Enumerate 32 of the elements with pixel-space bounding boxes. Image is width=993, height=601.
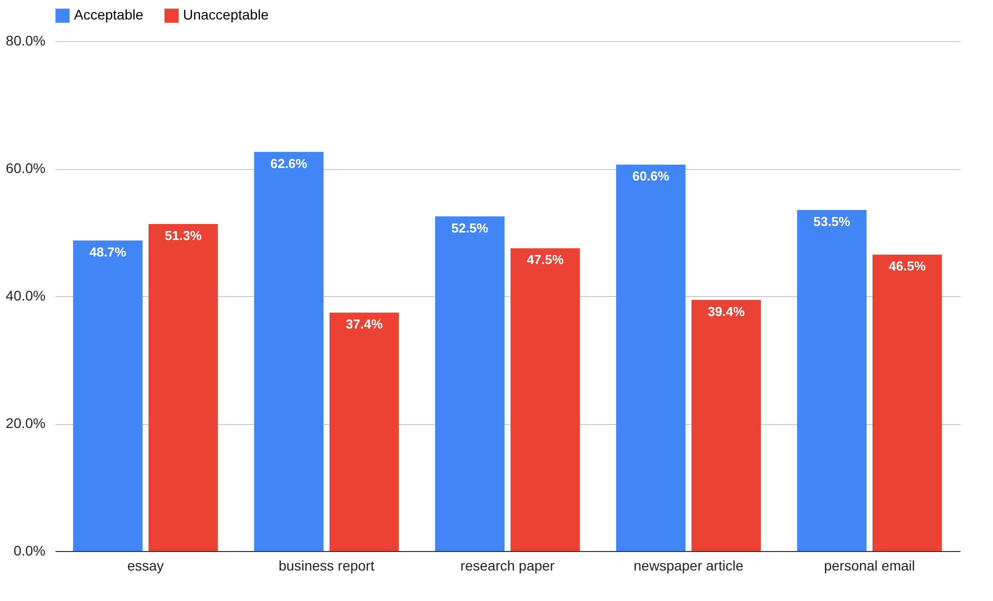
bar [692, 300, 761, 551]
bar [797, 210, 866, 551]
bar [616, 164, 686, 551]
y-tick-label: 60.0% [6, 160, 46, 176]
x-tick-label: research paper [460, 558, 555, 574]
x-tick-label: personal email [824, 558, 916, 574]
bar [435, 216, 504, 551]
x-tick-label: newspaper article [634, 558, 744, 574]
y-tick-label: 20.0% [6, 415, 46, 431]
legend-label: Unacceptable [183, 6, 269, 23]
data-label: 53.5% [813, 214, 851, 229]
x-tick-label: essay [127, 558, 164, 574]
y-tick-label: 40.0% [6, 288, 46, 304]
data-label: 48.7% [89, 244, 127, 260]
data-label: 47.5% [526, 252, 564, 268]
bar [73, 240, 142, 551]
bar [510, 248, 580, 551]
legend-label: Acceptable [74, 6, 144, 23]
data-label: 51.3% [164, 228, 202, 243]
data-label: 39.4% [708, 304, 746, 319]
data-label: 60.6% [632, 168, 670, 184]
data-label: 52.5% [451, 220, 489, 236]
data-label: 46.5% [888, 258, 926, 274]
data-label: 62.6% [270, 156, 308, 171]
bar [254, 152, 324, 551]
bar [872, 254, 942, 551]
bar [330, 312, 399, 551]
y-tick-label: 0.0% [14, 542, 46, 558]
y-tick-label: 80.0% [6, 32, 46, 48]
data-label: 37.4% [346, 316, 384, 332]
bar [148, 224, 218, 551]
x-tick-label: business report [278, 558, 374, 574]
